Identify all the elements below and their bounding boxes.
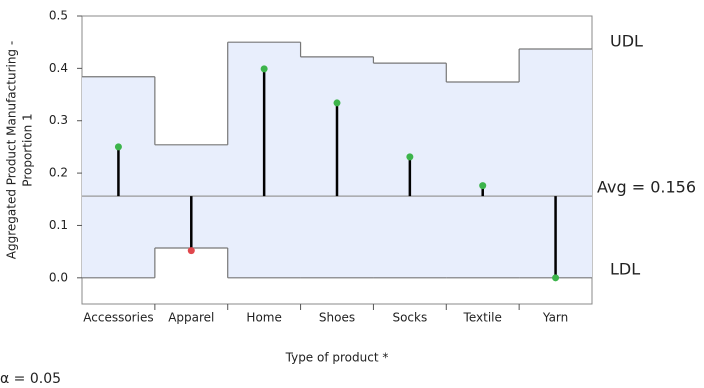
point [187, 247, 195, 255]
y-tick-label: 0.4 [49, 61, 68, 75]
y-tick-label: 0.1 [49, 218, 68, 232]
x-tick-label: Apparel [168, 311, 214, 325]
point [333, 99, 341, 107]
x-tick-label: Yarn [542, 311, 568, 325]
y-axis-title: Aggregated Product Manufacturing - [5, 41, 19, 259]
x-tick-label: Textile [463, 311, 502, 325]
point [260, 65, 268, 73]
y-axis-title: Proportion 1 [21, 113, 35, 186]
point [479, 182, 487, 190]
x-tick-label: Home [246, 311, 281, 325]
y-tick-label: 0.5 [49, 9, 68, 23]
center-label: Avg = 0.156 [597, 178, 696, 197]
x-tick-label: Socks [392, 311, 427, 325]
y-tick-label: 0.3 [49, 113, 68, 127]
point [114, 143, 122, 151]
y-tick-label: 0.0 [49, 270, 68, 284]
point [406, 153, 414, 161]
x-tick-label: Accessories [83, 311, 153, 325]
point [552, 274, 560, 282]
udl-label: UDL [610, 32, 643, 51]
x-axis-title: Type of product * [285, 351, 389, 365]
alpha-label: α = 0.05 [0, 371, 61, 384]
x-tick-label: Shoes [319, 311, 355, 325]
ldl-label: LDL [610, 260, 640, 279]
y-tick-label: 0.2 [49, 166, 68, 180]
